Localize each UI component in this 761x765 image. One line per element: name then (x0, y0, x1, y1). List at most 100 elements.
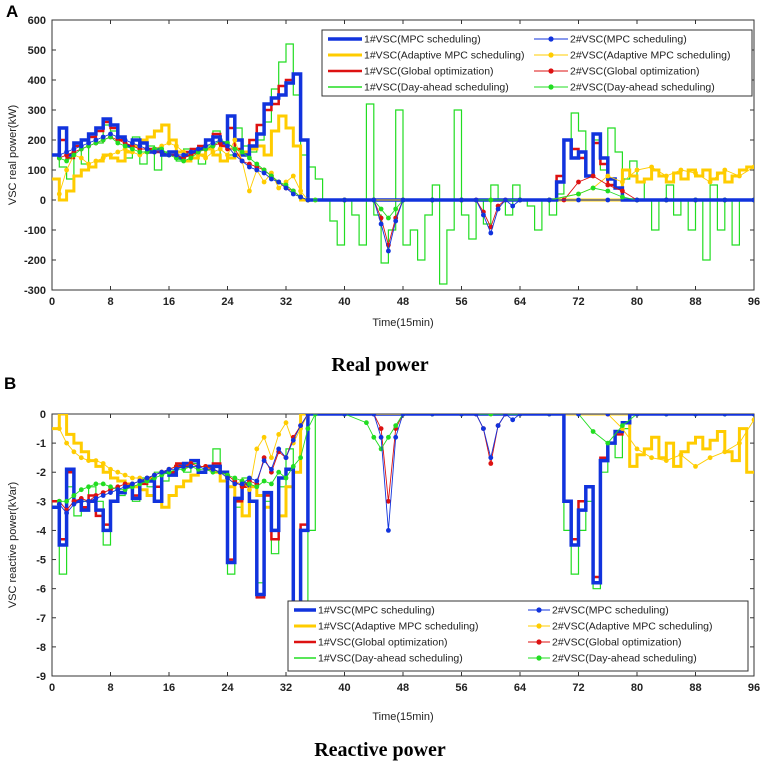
point-2-vsc-adaptive-mpc-scheduling (108, 152, 113, 158)
y-tick-label: -200 (24, 255, 46, 267)
point-2-vsc-adaptive-mpc-scheduling (254, 446, 260, 452)
point-2-vsc-mpc-scheduling (217, 469, 223, 475)
legend-marker-2-vsc-mpc-scheduling (536, 607, 542, 613)
series-2-vsc-mpc-scheduling (59, 133, 754, 252)
point-2-vsc-day-ahead-scheduling (620, 423, 625, 428)
point-2-vsc-mpc-scheduling (269, 176, 274, 182)
series-1-vsc-mpc-scheduling (52, 414, 754, 649)
legend-marker-2-vsc-mpc-scheduling (548, 36, 554, 42)
point-2-vsc-mpc-scheduling (722, 414, 728, 417)
point-2-vsc-mpc-scheduling (122, 484, 128, 490)
point-2-vsc-mpc-scheduling (634, 414, 640, 417)
point-2-vsc-mpc-scheduling (517, 197, 523, 203)
point-2-vsc-adaptive-mpc-scheduling (115, 149, 121, 155)
y-tick-label: -1 (36, 438, 46, 450)
series-2-vsc-mpc-scheduling (58, 414, 754, 531)
x-tick-label: 96 (748, 296, 760, 308)
legend-label-1-vsc-global-optimization: 1#VSC(Global optimization) (318, 637, 448, 649)
point-2-vsc-mpc-scheduling (298, 423, 303, 428)
point-2-vsc-day-ahead-scheduling (239, 149, 245, 155)
point-2-vsc-adaptive-mpc-scheduling (173, 143, 179, 149)
point-2-vsc-mpc-scheduling (78, 143, 84, 149)
point-2-vsc-day-ahead-scheduling (590, 429, 596, 434)
point-2-vsc-adaptive-mpc-scheduling (693, 464, 698, 469)
point-2-vsc-mpc-scheduling (137, 143, 143, 149)
legend-label-2-vsc-mpc-scheduling: 2#VSC(MPC scheduling) (570, 34, 687, 46)
y-axis-label: VSC reactive power(kVar) (7, 482, 19, 608)
point-2-vsc-mpc-scheduling (751, 197, 754, 203)
series-group (52, 43, 754, 285)
point-2-vsc-mpc-scheduling (378, 221, 384, 227)
point-2-vsc-day-ahead-scheduling (78, 487, 84, 493)
point-2-vsc-mpc-scheduling (261, 458, 267, 463)
point-2-vsc-mpc-scheduling (100, 493, 106, 498)
point-2-vsc-global-optimization (488, 461, 494, 466)
point-2-vsc-mpc-scheduling (495, 423, 501, 428)
point-2-vsc-adaptive-mpc-scheduling (64, 167, 69, 173)
point-2-vsc-mpc-scheduling (371, 414, 377, 417)
point-2-vsc-adaptive-mpc-scheduling (64, 440, 69, 446)
point-2-vsc-day-ahead-scheduling (620, 194, 625, 200)
point-2-vsc-adaptive-mpc-scheduling (86, 161, 91, 167)
point-2-vsc-mpc-scheduling (108, 490, 113, 495)
point-2-vsc-mpc-scheduling (751, 414, 754, 417)
point-2-vsc-mpc-scheduling (634, 197, 640, 203)
point-2-vsc-adaptive-mpc-scheduling (269, 455, 274, 461)
point-2-vsc-day-ahead-scheduling (71, 152, 77, 158)
x-tick-label: 0 (49, 682, 55, 694)
point-2-vsc-mpc-scheduling (488, 230, 494, 236)
point-2-vsc-mpc-scheduling (605, 197, 611, 203)
point-2-vsc-adaptive-mpc-scheduling (203, 155, 209, 161)
point-2-vsc-day-ahead-scheduling (371, 434, 377, 440)
point-2-vsc-day-ahead-scheduling (115, 140, 121, 146)
point-2-vsc-adaptive-mpc-scheduling (649, 455, 654, 461)
y-tick-label: -4 (36, 525, 47, 537)
point-2-vsc-mpc-scheduling (137, 478, 143, 484)
point-2-vsc-mpc-scheduling (166, 466, 172, 472)
point-2-vsc-adaptive-mpc-scheduling (115, 469, 121, 475)
y-tick-label: 300 (28, 105, 46, 117)
point-2-vsc-adaptive-mpc-scheduling (678, 452, 684, 458)
point-2-vsc-day-ahead-scheduling (232, 146, 238, 152)
point-2-vsc-mpc-scheduling (254, 478, 260, 484)
point-2-vsc-day-ahead-scheduling (386, 215, 391, 221)
point-2-vsc-mpc-scheduling (247, 164, 252, 170)
legend-label-2-vsc-adaptive-mpc-scheduling: 2#VSC(Adaptive MPC scheduling) (552, 621, 713, 633)
point-2-vsc-adaptive-mpc-scheduling (122, 472, 128, 478)
point-2-vsc-day-ahead-scheduling (137, 149, 143, 155)
point-2-vsc-mpc-scheduling (115, 134, 121, 140)
point-2-vsc-adaptive-mpc-scheduling (225, 152, 230, 158)
x-tick-label: 40 (338, 296, 350, 308)
x-tick-label: 56 (455, 682, 467, 694)
point-2-vsc-day-ahead-scheduling (181, 158, 187, 164)
y-tick-label: -300 (24, 285, 46, 297)
x-tick-label: 24 (221, 296, 234, 308)
point-2-vsc-mpc-scheduling (473, 414, 479, 417)
reactive-power-chart: 0 8 16 24 32 40 48 56 64 72 80 88 96 -9 -8 -7 -6 -5 -4 -3 -2… (7, 409, 760, 723)
point-2-vsc-adaptive-mpc-scheduling (722, 167, 728, 173)
y-tick-label: 0 (40, 195, 46, 207)
x-tick-label: 48 (397, 296, 409, 308)
point-2-vsc-mpc-scheduling (152, 149, 157, 155)
point-2-vsc-adaptive-mpc-scheduling (737, 173, 742, 179)
point-2-vsc-day-ahead-scheduling (305, 426, 311, 431)
legend-box (321, 29, 753, 97)
legend-label-1-vsc-mpc-scheduling: 1#VSC(MPC scheduling) (318, 605, 435, 617)
point-2-vsc-day-ahead-scheduling (108, 484, 113, 490)
legend-label-1-vsc-mpc-scheduling: 1#VSC(MPC scheduling) (364, 34, 481, 46)
legend-marker-2-vsc-day-ahead-scheduling (548, 84, 554, 90)
point-2-vsc-mpc-scheduling (188, 149, 194, 155)
point-2-vsc-mpc-scheduling (386, 248, 391, 254)
point-2-vsc-mpc-scheduling (173, 152, 179, 158)
point-2-vsc-day-ahead-scheduling (130, 146, 135, 152)
point-2-vsc-mpc-scheduling (693, 197, 698, 203)
point-2-vsc-adaptive-mpc-scheduling (649, 164, 654, 170)
x-tick-label: 64 (514, 682, 527, 694)
point-2-vsc-global-optimization (378, 426, 384, 431)
point-2-vsc-mpc-scheduling (429, 414, 435, 417)
point-2-vsc-global-optimization (590, 173, 596, 179)
point-2-vsc-adaptive-mpc-scheduling (247, 487, 252, 493)
legend-marker-2-vsc-global-optimization (536, 639, 542, 645)
point-2-vsc-day-ahead-scheduling (576, 191, 581, 197)
point-2-vsc-adaptive-mpc-scheduling (751, 164, 754, 170)
